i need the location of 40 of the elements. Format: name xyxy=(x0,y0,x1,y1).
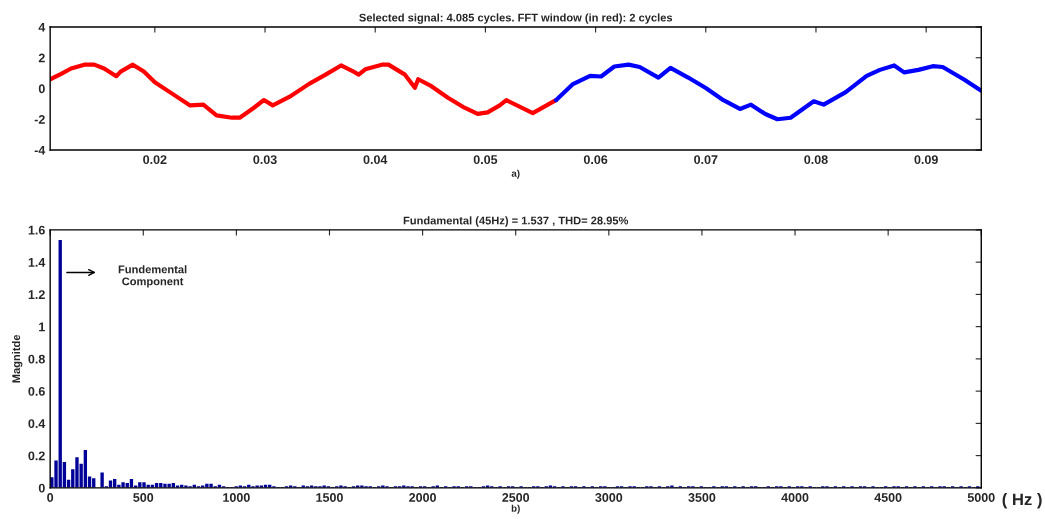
x-tick-label: 3500 xyxy=(688,493,716,502)
x-tick-label: 0.06 xyxy=(583,155,608,165)
chart-title: Fundamental (45Hz) = 1.537 , THD= 28.95% xyxy=(403,216,629,227)
x-tick-label: 0.02 xyxy=(143,155,167,165)
y-tick-label: 4 xyxy=(38,22,46,32)
x-tick-label: 1500 xyxy=(316,493,343,502)
text: a) xyxy=(511,169,520,179)
x-tick-label: 3000 xyxy=(595,493,623,502)
y-tick-label: 0.2 xyxy=(28,451,45,461)
x-tick-label: 2000 xyxy=(409,493,436,502)
x-tick-label: 4000 xyxy=(781,493,809,502)
y-tick-label: 0 xyxy=(38,483,45,493)
y-axis-title: Magnitde xyxy=(11,334,23,383)
x-tick-label: 1000 xyxy=(223,493,250,502)
y-tick-label: 1.2 xyxy=(28,290,45,299)
y-tick-label: 1.6 xyxy=(28,225,45,235)
y-tick-label: 1.4 xyxy=(28,258,46,267)
x-tick-label: 5000 xyxy=(967,493,995,502)
y-tick-label: -4 xyxy=(34,145,46,155)
x-tick-label: 0 xyxy=(47,493,54,502)
x-axis-title: ( Hz ) xyxy=(1002,493,1042,509)
x-tick-label: 0.03 xyxy=(253,155,277,165)
y-tick-label: 2 xyxy=(38,53,45,63)
text: b) xyxy=(511,504,520,514)
chart-title: Selected signal: 4.085 cycles. FFT window (in red): 2 cycles xyxy=(359,13,673,24)
x-tick-label: 0.08 xyxy=(804,155,828,165)
annotation: Fundemental Component xyxy=(118,265,187,288)
x-tick-label: 2500 xyxy=(502,493,530,502)
y-tick-label: -2 xyxy=(34,115,45,124)
x-tick-label: 0.04 xyxy=(363,155,388,165)
x-tick-label: 0.09 xyxy=(914,155,938,165)
y-tick-label: 1 xyxy=(39,322,45,332)
x-tick-label: 0.05 xyxy=(473,155,498,165)
x-tick-label: 0.07 xyxy=(694,155,718,165)
y-tick-label: 0.4 xyxy=(28,419,46,429)
y-tick-label: 0.6 xyxy=(28,386,45,396)
x-tick-label: 4500 xyxy=(874,493,902,502)
y-tick-label: 0 xyxy=(38,84,45,94)
y-tick-label: 0.8 xyxy=(28,354,45,364)
x-tick-label: 500 xyxy=(133,493,154,502)
